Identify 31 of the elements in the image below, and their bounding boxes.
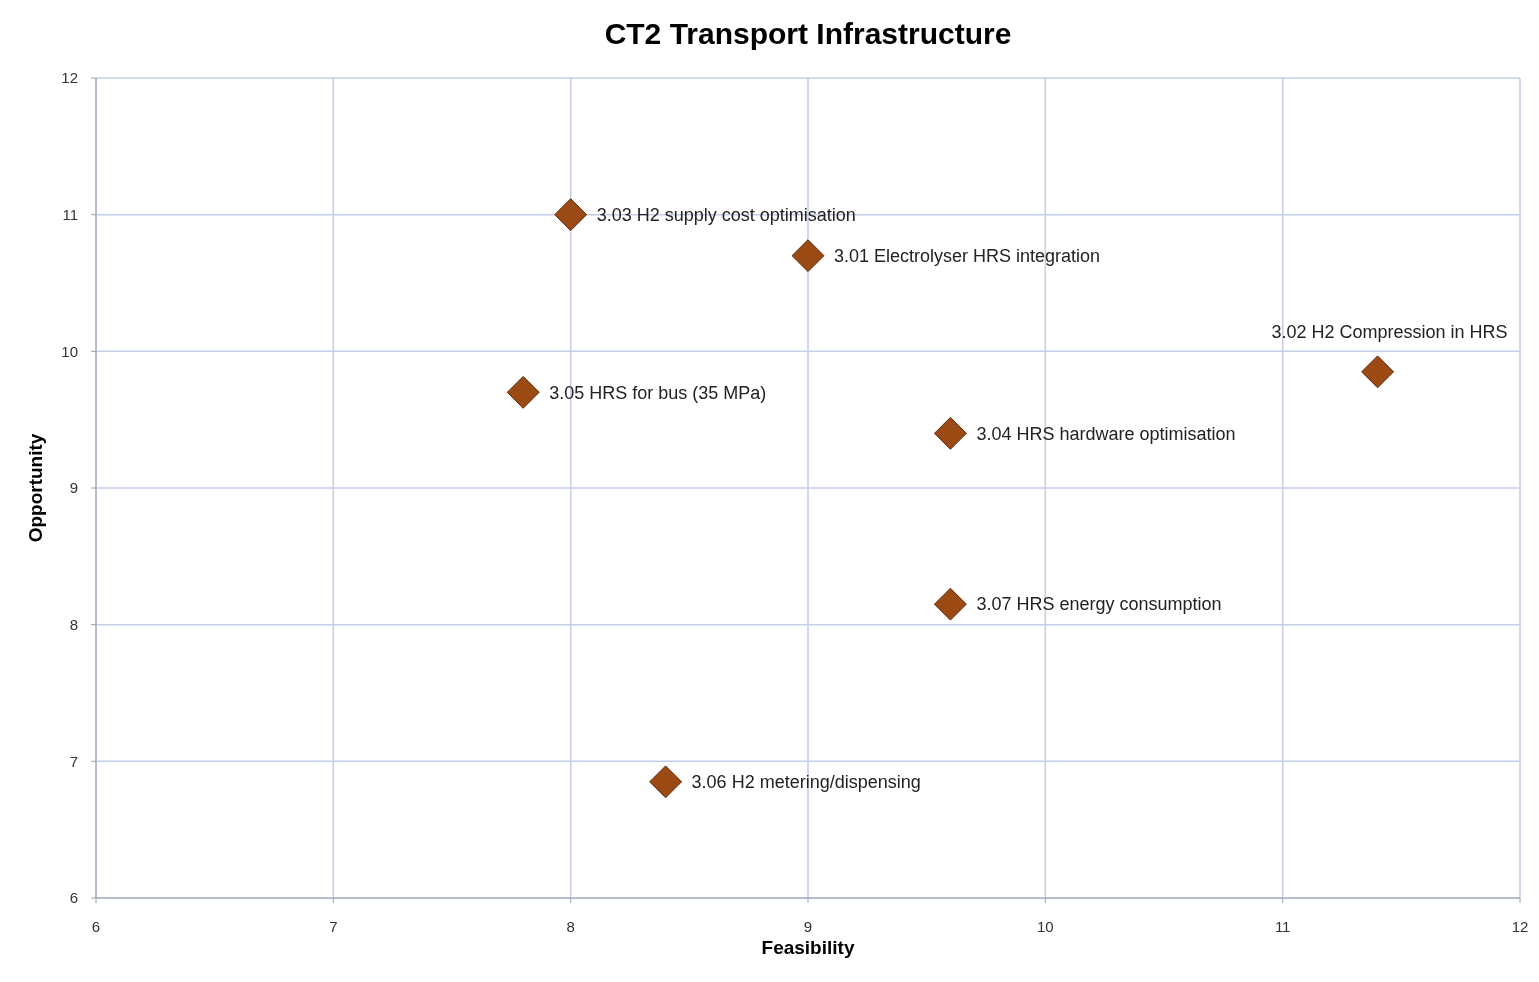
annotation: 3.03 H2 supply cost optimisation [596, 204, 856, 225]
point [554, 198, 588, 232]
point [791, 239, 825, 273]
x-tick-label: 11 [1274, 918, 1291, 935]
x-tick-label: 12 [1511, 918, 1529, 935]
y-tick-label: 10 [61, 342, 78, 360]
point [506, 375, 540, 409]
y-tick-label: 7 [69, 752, 78, 770]
point [1361, 355, 1395, 389]
annotation: 3.07 HRS energy consumption [976, 594, 1222, 615]
annotation: 3.06 H2 metering/dispensing [691, 772, 921, 793]
point [649, 765, 683, 799]
x-tick-label: 6 [91, 918, 101, 935]
x-tick-label: 8 [566, 918, 575, 935]
x-tick-label: 10 [1036, 918, 1054, 935]
x-axis-title: Feasibility [761, 937, 855, 958]
chart-title: CT2 Transport Infrastructure [604, 17, 1012, 50]
annotation: 3.04 HRS hardware optimisation [976, 423, 1236, 444]
y-tick-label: 12 [61, 69, 78, 87]
x-tick-label: 7 [329, 918, 338, 935]
x-tick-label: 9 [803, 918, 813, 935]
annotation: 3.02 H2 Compression in HRS [1271, 321, 1508, 342]
y-tick-label: 6 [69, 889, 78, 907]
y-tick-label: 9 [69, 479, 78, 497]
y-axis-title: Opportunity [25, 433, 46, 543]
point [933, 416, 967, 450]
annotation: 3.01 Electrolyser HRS integration [834, 245, 1101, 266]
y-tick-label: 11 [62, 205, 78, 223]
annotation: 3.05 HRS for bus (35 MPa) [549, 382, 767, 403]
point [933, 587, 967, 621]
y-tick-label: 8 [69, 615, 78, 633]
